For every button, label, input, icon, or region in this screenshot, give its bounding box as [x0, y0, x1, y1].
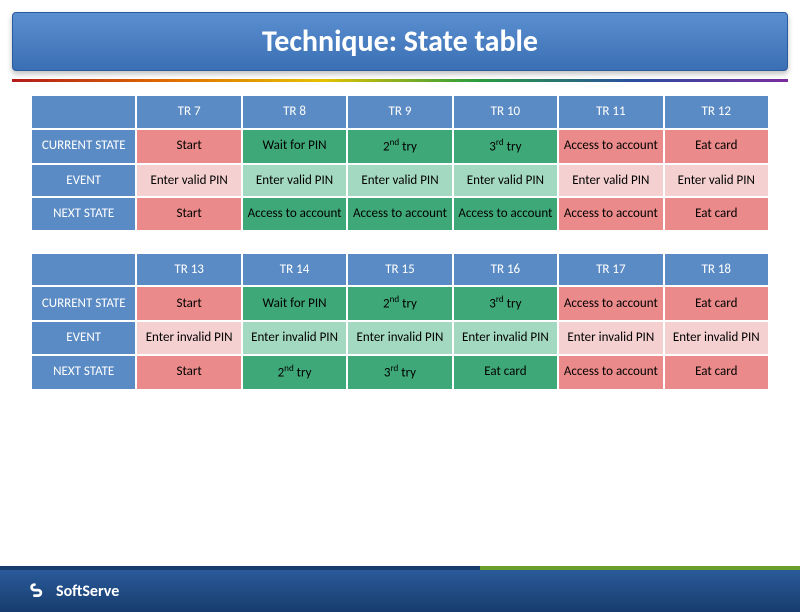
t1-nxt-3: Access to account: [454, 198, 557, 230]
t1-nxt-0: Start: [137, 198, 240, 230]
table2-row-current: CURRENT STATE Start Wait for PIN 2nd try…: [32, 287, 768, 320]
t2-evt-1: Enter invalid PIN: [243, 322, 346, 354]
t1-evt-4: Enter valid PIN: [559, 165, 662, 197]
state-table-1: TR 7 TR 8 TR 9 TR 10 TR 11 TR 12 CURRENT…: [30, 94, 770, 232]
table1-header-row: TR 7 TR 8 TR 9 TR 10 TR 11 TR 12: [32, 96, 768, 128]
t2-evt-4: Enter invalid PIN: [559, 322, 662, 354]
table2-h1: TR 14: [243, 254, 346, 286]
t2-cur-1: Wait for PIN: [243, 287, 346, 320]
footer-bar: SoftServe: [0, 570, 800, 612]
t2-cur-0: Start: [137, 287, 240, 320]
t1-nxt-2: Access to account: [348, 198, 451, 230]
table1-h5: TR 12: [665, 96, 768, 128]
t2-evt-0: Enter invalid PIN: [137, 322, 240, 354]
table2-header-blank: [32, 254, 135, 286]
t2-cur-3: 3rd try: [454, 287, 557, 320]
t2-evt-2: Enter invalid PIN: [348, 322, 451, 354]
table2-header-row: TR 13 TR 14 TR 15 TR 16 TR 17 TR 18: [32, 254, 768, 286]
table1-h3: TR 10: [454, 96, 557, 128]
brand-logo-icon: [28, 580, 50, 602]
t1-nxt-1: Access to account: [243, 198, 346, 230]
table1-h2: TR 9: [348, 96, 451, 128]
t2-evt-3: Enter invalid PIN: [454, 322, 557, 354]
table1-wrap: TR 7 TR 8 TR 9 TR 10 TR 11 TR 12 CURRENT…: [30, 94, 770, 232]
row-label-current-2: CURRENT STATE: [32, 287, 135, 320]
table2-h2: TR 15: [348, 254, 451, 286]
table2-h0: TR 13: [137, 254, 240, 286]
t2-nxt-2: 3rd try: [348, 356, 451, 389]
t2-cur-4: Access to account: [559, 287, 662, 320]
t2-nxt-4: Access to account: [559, 356, 662, 389]
table2-h4: TR 17: [559, 254, 662, 286]
t2-evt-5: Enter invalid PIN: [665, 322, 768, 354]
row-label-next: NEXT STATE: [32, 198, 135, 230]
t1-cur-5: Eat card: [665, 130, 768, 163]
state-table-2: TR 13 TR 14 TR 15 TR 16 TR 17 TR 18 CURR…: [30, 252, 770, 391]
t1-nxt-4: Access to account: [559, 198, 662, 230]
row-label-event-2: EVENT: [32, 322, 135, 354]
t2-nxt-3: Eat card: [454, 356, 557, 389]
table1-row-next: NEXT STATE Start Access to account Acces…: [32, 198, 768, 230]
t1-cur-4: Access to account: [559, 130, 662, 163]
t1-nxt-5: Eat card: [665, 198, 768, 230]
brand: SoftServe: [28, 580, 119, 602]
t1-evt-3: Enter valid PIN: [454, 165, 557, 197]
table2-h5: TR 18: [665, 254, 768, 286]
table1-h4: TR 11: [559, 96, 662, 128]
t1-evt-2: Enter valid PIN: [348, 165, 451, 197]
t1-evt-0: Enter valid PIN: [137, 165, 240, 197]
t2-cur-2: 2nd try: [348, 287, 451, 320]
t2-cur-5: Eat card: [665, 287, 768, 320]
brand-text: SoftServe: [56, 582, 119, 601]
page-title: Technique: State table: [13, 23, 787, 60]
t1-evt-1: Enter valid PIN: [243, 165, 346, 197]
t2-nxt-0: Start: [137, 356, 240, 389]
t1-cur-2: 2nd try: [348, 130, 451, 163]
table1-row-event: EVENT Enter valid PIN Enter valid PIN En…: [32, 165, 768, 197]
t1-cur-3: 3rd try: [454, 130, 557, 163]
t1-evt-5: Enter valid PIN: [665, 165, 768, 197]
row-label-next-2: NEXT STATE: [32, 356, 135, 389]
t2-nxt-1: 2nd try: [243, 356, 346, 389]
table2-h3: TR 16: [454, 254, 557, 286]
table1-row-current: CURRENT STATE Start Wait for PIN 2nd try…: [32, 130, 768, 163]
table1-h1: TR 8: [243, 96, 346, 128]
table2-row-next: NEXT STATE Start 2nd try 3rd try Eat car…: [32, 356, 768, 389]
table2-wrap: TR 13 TR 14 TR 15 TR 16 TR 17 TR 18 CURR…: [30, 252, 770, 391]
t1-cur-1: Wait for PIN: [243, 130, 346, 163]
title-bar: Technique: State table: [12, 12, 788, 71]
row-label-event: EVENT: [32, 165, 135, 197]
table1-header-blank: [32, 96, 135, 128]
rainbow-divider: [12, 79, 788, 82]
row-label-current: CURRENT STATE: [32, 130, 135, 163]
table1-h0: TR 7: [137, 96, 240, 128]
table2-row-event: EVENT Enter invalid PIN Enter invalid PI…: [32, 322, 768, 354]
t2-nxt-5: Eat card: [665, 356, 768, 389]
t1-cur-0: Start: [137, 130, 240, 163]
